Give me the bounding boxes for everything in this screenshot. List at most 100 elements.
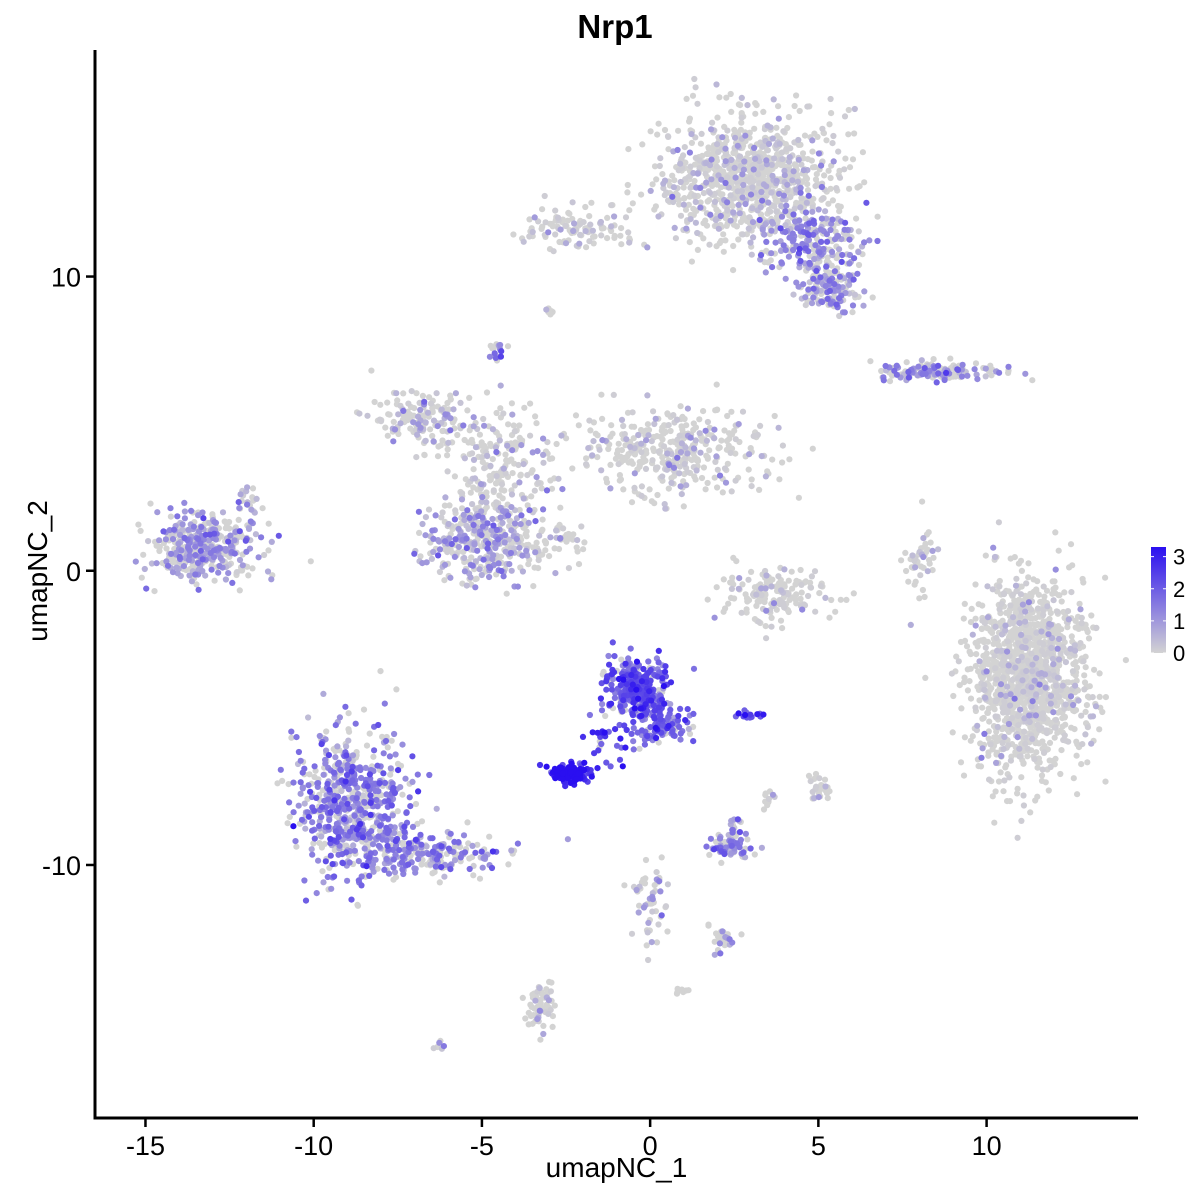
data-point	[265, 547, 272, 554]
data-point	[799, 150, 807, 157]
data-point	[684, 469, 691, 476]
data-point	[731, 164, 738, 171]
data-point	[461, 554, 468, 562]
data-point	[773, 208, 780, 215]
data-point	[683, 422, 690, 429]
data-point	[562, 240, 570, 247]
data-point	[555, 475, 562, 482]
data-point	[1042, 684, 1049, 691]
data-point	[1011, 554, 1018, 561]
data-point	[1013, 575, 1020, 582]
data-point	[981, 686, 988, 693]
data-point	[654, 464, 661, 471]
data-point	[809, 148, 816, 155]
data-point	[520, 495, 527, 502]
data-point	[564, 836, 572, 843]
data-point	[796, 107, 803, 115]
data-point	[768, 623, 775, 630]
data-point	[733, 129, 740, 136]
data-point	[618, 225, 625, 232]
data-point	[1061, 589, 1068, 596]
data-point	[1024, 745, 1031, 752]
data-point	[659, 171, 666, 178]
data-point	[604, 235, 611, 242]
data-point	[446, 502, 453, 509]
data-point	[979, 675, 986, 682]
data-point	[679, 426, 686, 433]
data-point	[667, 701, 674, 708]
data-point	[979, 715, 986, 722]
data-point	[691, 473, 698, 480]
data-point	[470, 872, 477, 879]
data-point	[691, 192, 698, 199]
data-point	[732, 134, 739, 141]
data-point	[804, 187, 812, 194]
data-point	[692, 154, 699, 161]
data-point	[1023, 667, 1030, 675]
data-point	[806, 252, 813, 259]
data-point	[1082, 708, 1089, 716]
data-point	[384, 744, 391, 751]
data-point	[677, 178, 684, 186]
data-point	[919, 586, 927, 594]
data-point	[636, 462, 643, 469]
data-point	[909, 552, 916, 559]
data-point	[848, 243, 855, 250]
data-point	[586, 238, 593, 245]
data-point	[1031, 756, 1038, 763]
data-point	[193, 581, 200, 588]
data-point	[992, 713, 999, 720]
data-point	[995, 778, 1003, 785]
data-point	[706, 189, 714, 196]
data-point	[581, 539, 588, 546]
data-point	[907, 621, 914, 629]
data-point	[724, 412, 731, 420]
data-point	[518, 442, 525, 449]
data-point	[557, 226, 564, 233]
data-point	[1044, 603, 1051, 610]
data-point	[249, 485, 257, 492]
data-point	[422, 437, 429, 444]
data-point	[461, 455, 468, 462]
data-point	[1073, 752, 1080, 759]
data-point	[798, 581, 805, 589]
data-point	[703, 179, 710, 186]
data-point	[424, 409, 432, 416]
data-point	[532, 549, 539, 556]
data-point	[499, 519, 506, 527]
data-point	[430, 438, 437, 445]
data-point	[795, 136, 802, 144]
data-point	[498, 481, 506, 488]
data-point	[690, 426, 697, 434]
data-point	[1055, 709, 1062, 716]
data-point	[997, 769, 1004, 776]
data-point	[762, 623, 769, 630]
data-point	[1004, 683, 1011, 690]
data-point	[444, 468, 451, 475]
data-point	[635, 909, 642, 916]
data-point	[615, 461, 622, 468]
data-point	[607, 461, 614, 468]
data-point	[752, 155, 759, 162]
data-point	[1084, 759, 1091, 766]
data-point	[763, 157, 770, 164]
data-point	[539, 206, 546, 213]
data-point	[738, 119, 745, 126]
data-point	[549, 455, 556, 462]
data-point	[413, 390, 420, 397]
data-point	[1037, 705, 1044, 712]
data-point	[343, 743, 350, 750]
data-point	[1022, 644, 1029, 652]
data-point	[519, 994, 526, 1002]
data-point	[655, 213, 662, 220]
data-point	[990, 640, 997, 648]
data-point	[1057, 770, 1064, 778]
data-point	[552, 207, 559, 214]
data-point	[1084, 628, 1091, 636]
data-point	[836, 174, 844, 181]
data-point	[763, 635, 770, 642]
data-point	[727, 192, 734, 199]
data-point	[746, 129, 753, 136]
data-point	[644, 421, 652, 428]
data-point	[675, 196, 683, 203]
